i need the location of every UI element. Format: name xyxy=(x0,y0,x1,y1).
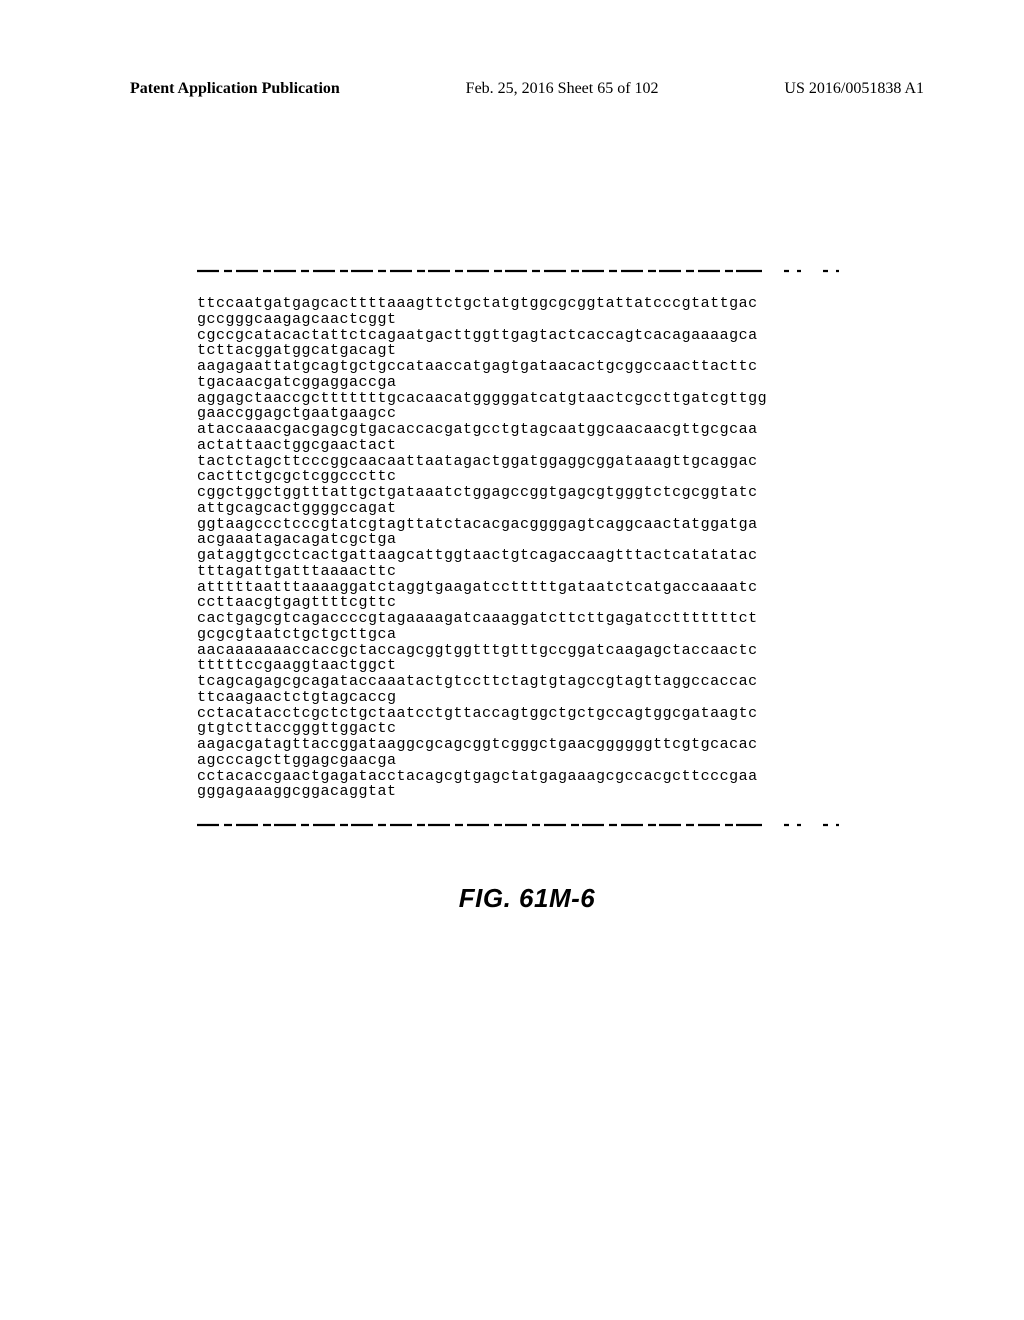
dna-sequence: ttccaatgatgagcacttttaaagttctgctatgtggcgc… xyxy=(197,296,857,800)
top-divider xyxy=(197,268,857,274)
sheet-info: Feb. 25, 2016 Sheet 65 of 102 xyxy=(466,80,659,98)
figure-caption: FIG. 61M-6 xyxy=(130,883,924,914)
publication-title: Patent Application Publication xyxy=(130,80,340,98)
bottom-divider xyxy=(197,822,857,828)
patent-page: Patent Application Publication Feb. 25, … xyxy=(0,0,1024,1320)
page-header: Patent Application Publication Feb. 25, … xyxy=(130,80,924,98)
patent-number: US 2016/0051838 A1 xyxy=(784,80,924,98)
